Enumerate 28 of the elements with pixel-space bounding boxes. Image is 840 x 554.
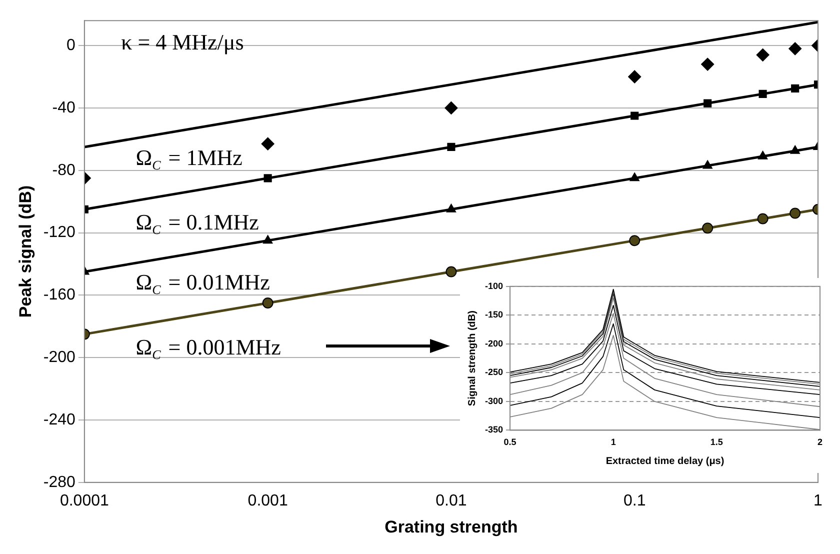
x-tick-label: 0.001 xyxy=(248,492,288,510)
y-tick-label: 0 xyxy=(66,36,76,54)
y-axis-title: Peak signal (dB) xyxy=(16,185,35,318)
x-axis-title: Extracted time delay (μs) xyxy=(606,456,724,467)
x-axis-title: Grating strength xyxy=(384,517,518,536)
y-axis-title: Signal strength (dB) xyxy=(466,310,478,406)
y-tick-label: -150 xyxy=(485,310,504,320)
y-tick-label: -100 xyxy=(485,280,504,291)
y-tick-label: -200 xyxy=(43,348,76,366)
y-tick-label: -300 xyxy=(485,396,504,406)
y-tick-label: -80 xyxy=(52,162,76,179)
x-tick-label: 2 xyxy=(817,437,823,448)
x-tick-label: 0.0001 xyxy=(60,492,109,510)
x-tick-label: 0.01 xyxy=(436,492,467,510)
x-tick-label: 1 xyxy=(814,492,823,510)
y-tick-label: -250 xyxy=(485,367,504,378)
y-tick-label: -240 xyxy=(43,411,76,428)
y-tick-label: -350 xyxy=(485,424,504,435)
y-tick-label: -160 xyxy=(43,286,76,304)
y-tick-label: -40 xyxy=(52,99,76,116)
x-tick-label: 0.1 xyxy=(623,492,646,510)
x-tick-label: 0.5 xyxy=(504,437,516,448)
y-tick-label: -280 xyxy=(43,474,76,491)
annotation: κ = 4 MHz/μs xyxy=(121,29,244,54)
y-tick-label: -200 xyxy=(485,338,504,348)
y-tick-label: -120 xyxy=(43,224,76,242)
x-tick-label: 1 xyxy=(610,437,616,448)
x-tick-label: 1.5 xyxy=(710,437,723,448)
